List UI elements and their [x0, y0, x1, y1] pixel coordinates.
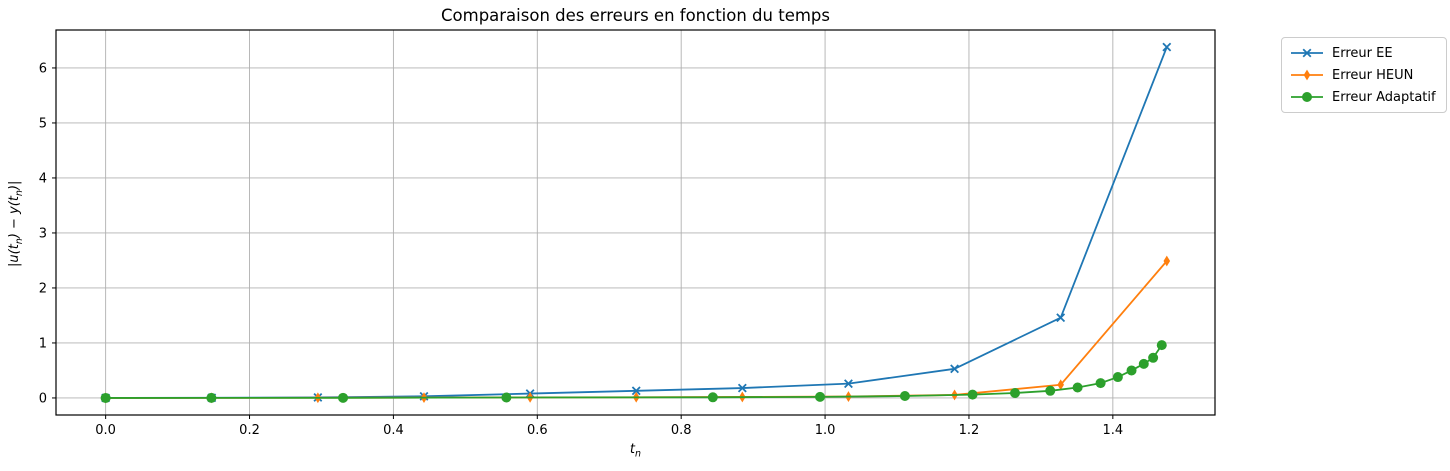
y-tick-label: 2: [39, 281, 47, 296]
series-erreur-adaptatif: [100, 340, 1167, 403]
legend-label: Erreur Adaptatif: [1332, 89, 1436, 105]
x-tick-label: 1.2: [959, 423, 980, 438]
legend-label: Erreur EE: [1332, 45, 1393, 61]
y-tick-label: 1: [39, 336, 47, 351]
y-tick-label: 3: [39, 226, 47, 241]
legend: Erreur EE Erreur HEUN Erreur Adaptatif: [1281, 37, 1447, 113]
y-tick-label: 4: [39, 171, 47, 186]
chart-title: Comparaison des erreurs en fonction du t…: [441, 6, 830, 25]
series-line: [105, 260, 1168, 399]
x-tick-label: 0.2: [239, 423, 260, 438]
y-tick-label: 5: [39, 116, 47, 131]
legend-item-erreur-ee: Erreur EE: [1290, 45, 1436, 61]
legend-item-erreur-adaptatif: Erreur Adaptatif: [1290, 89, 1436, 105]
x-axis-label-base: t: [629, 442, 636, 457]
x-axis-label: tn: [56, 442, 1215, 460]
series-line: [105, 46, 1168, 399]
legend-item-erreur-heun: Erreur HEUN: [1290, 67, 1436, 83]
x-tick-label: 0.0: [95, 423, 116, 438]
x-tick-label: 1.4: [1102, 423, 1123, 438]
x-axis-label-sub: n: [635, 448, 642, 460]
tick-marks: [52, 67, 1114, 419]
y-tick-label: 6: [39, 61, 47, 76]
legend-sample-line-diamond-marker-icon: [1291, 69, 1323, 81]
x-tick-label: 0.4: [383, 423, 404, 438]
x-tick-label: 0.6: [527, 423, 548, 438]
y-axis-label: |u(tn) − y(tn)|: [7, 180, 25, 267]
tick-labels: 0.0 0.2 0.4 0.6 0.8 1.0 1.2 1.4 0 1 2 3 4 5 6: [39, 61, 1123, 438]
series-erreur-ee: [101, 42, 1172, 403]
x-tick-label: 1.0: [815, 423, 836, 438]
gridlines: [56, 30, 1215, 415]
legend-sample-line-circle-marker-icon: [1291, 92, 1323, 102]
axes-frame: [55, 29, 1216, 416]
legend-sample-line-x-marker-icon: [1291, 48, 1323, 58]
series-erreur-heun: [102, 255, 1171, 404]
x-tick-label: 0.8: [671, 423, 692, 438]
y-tick-label: 0: [39, 391, 47, 406]
legend-label: Erreur HEUN: [1332, 67, 1414, 83]
